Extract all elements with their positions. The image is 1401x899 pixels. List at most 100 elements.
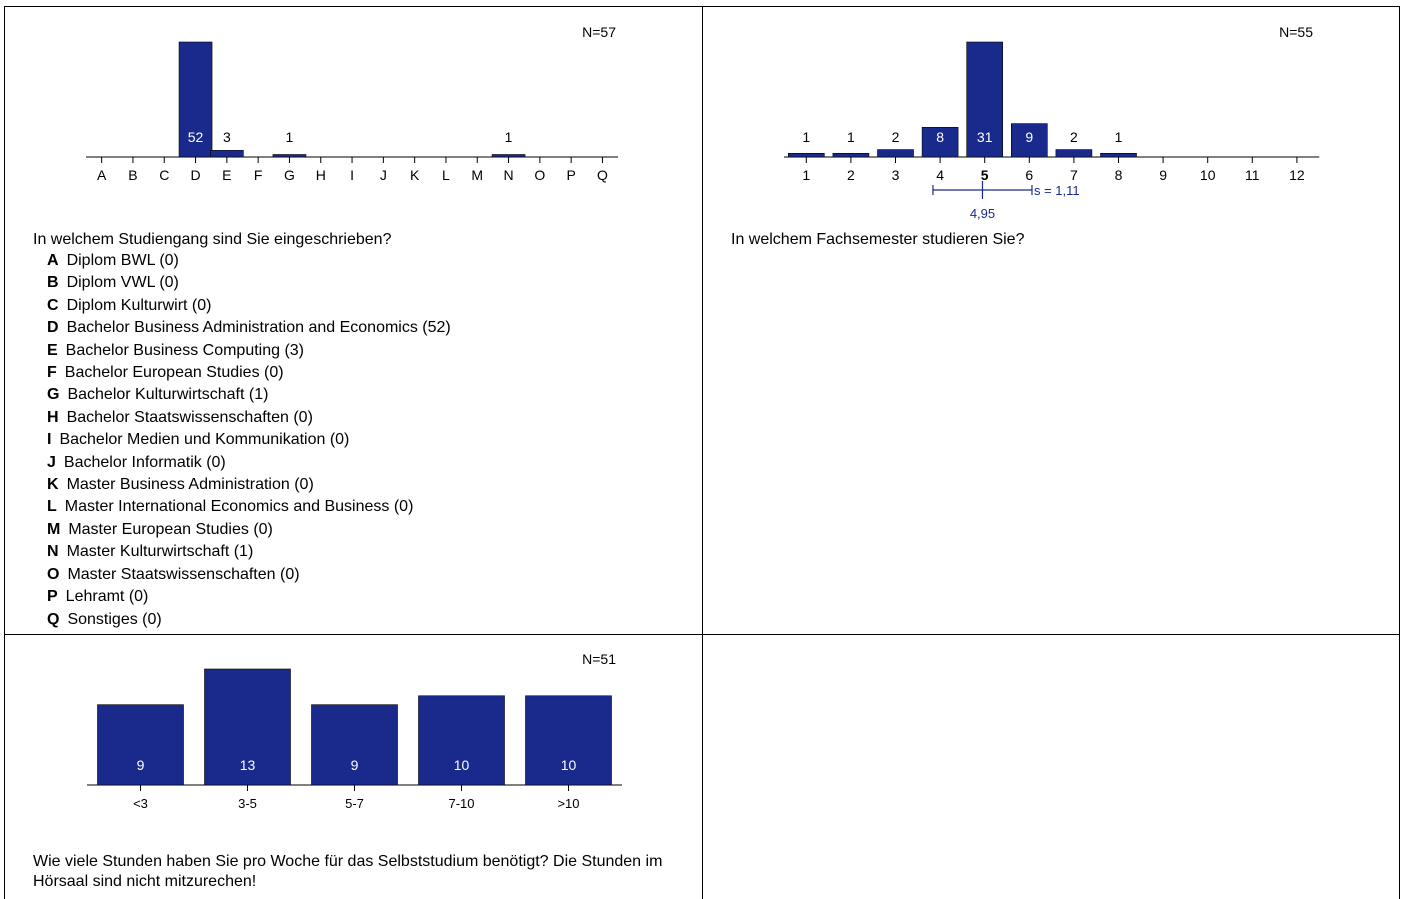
legend-key: N xyxy=(47,543,59,561)
legend-label: Master Kulturwirtschaft (1) xyxy=(66,543,254,561)
data-label: 9 xyxy=(137,757,145,773)
legend-label: Bachelor Informatik (0) xyxy=(63,453,226,471)
x-tick-label: 10 xyxy=(1200,167,1216,183)
x-tick-label: Q xyxy=(597,167,608,183)
legend-key: G xyxy=(47,386,60,404)
x-tick-label: E xyxy=(222,167,231,183)
x-tick-label: K xyxy=(410,167,420,183)
bar xyxy=(1100,152,1137,158)
legend-label: Bachelor European Studies (0) xyxy=(64,364,284,382)
legend-item: O Master Staatswissenschaften (0) xyxy=(47,564,451,586)
chart-studiengang: N=57 A B C D 52 E 3 F G 1 H I J K L M N 1 O P Q xyxy=(86,24,619,183)
legend-label: Lehramt (0) xyxy=(65,588,149,606)
legend-label: Master European Studies (0) xyxy=(68,520,273,538)
legend-item: M Master European Studies (0) xyxy=(47,519,451,541)
legend-item: E Bachelor Business Computing (3) xyxy=(47,340,451,362)
grid-center-divider xyxy=(702,6,703,899)
x-tick-label: 5 xyxy=(981,167,989,183)
data-label: 9 xyxy=(1025,129,1033,145)
legend-label: Bachelor Kulturwirtschaft (1) xyxy=(67,386,269,404)
legend-item: Q Sonstiges (0) xyxy=(47,609,451,631)
data-label: 10 xyxy=(454,757,470,773)
legend-item: K Master Business Administration (0) xyxy=(47,474,451,496)
question-text: In welchem Studiengang sind Sie eingesch… xyxy=(33,231,392,248)
data-label: 8 xyxy=(936,129,944,145)
bar xyxy=(788,152,825,158)
bar xyxy=(178,41,213,158)
x-tick-label: O xyxy=(534,167,545,183)
bar xyxy=(1010,123,1048,158)
bar xyxy=(311,704,398,786)
x-tick-label: H xyxy=(316,167,326,183)
legend-label: Bachelor Business Administration and Eco… xyxy=(66,319,451,337)
answer-legend: A Diplom BWL (0) B Diplom VWL (0) C Diplom Ku… xyxy=(47,250,451,631)
legend-item: D Bachelor Business Administration and Ec… xyxy=(47,317,451,339)
panel-selbststudium: N=51 <3 9 3-5 13 5-7 9 7-10 10 >10 10 Wie viele S… xyxy=(0,635,700,899)
x-tick-label: C xyxy=(159,167,169,183)
legend-label: Diplom VWL (0) xyxy=(66,274,179,292)
legend-key: K xyxy=(47,476,59,494)
legend-key: Q xyxy=(47,610,60,628)
legend-key: O xyxy=(47,565,60,583)
legend-key: L xyxy=(47,498,57,516)
data-label: 52 xyxy=(188,129,204,145)
x-tick-label: 11 xyxy=(1245,167,1260,183)
legend-item: B Diplom VWL (0) xyxy=(47,272,451,294)
n-label: N=57 xyxy=(582,24,616,40)
x-tick-label: D xyxy=(190,167,200,183)
bar xyxy=(272,154,307,158)
legend-label: Master Business Administration (0) xyxy=(66,476,314,494)
x-tick-label: B xyxy=(128,167,137,183)
chart-selbststudium: N=51 <3 9 3-5 13 5-7 9 7-10 10 >10 10 xyxy=(87,651,622,811)
x-tick-label: 5-7 xyxy=(345,796,364,811)
legend-label: Diplom Kulturwirt (0) xyxy=(66,296,212,314)
mean-label: 4,95 xyxy=(970,206,995,221)
x-tick-label: G xyxy=(284,167,295,183)
legend-key: A xyxy=(47,252,59,269)
x-tick-label: 4 xyxy=(936,167,944,183)
data-label: 9 xyxy=(351,757,359,773)
legend-key: D xyxy=(47,319,59,337)
legend-item: J Bachelor Informatik (0) xyxy=(47,452,451,474)
bar xyxy=(491,154,526,158)
x-tick-label: N xyxy=(503,167,513,183)
bar xyxy=(921,127,959,158)
legend-item: C Diplom Kulturwirt (0) xyxy=(47,295,451,317)
bar xyxy=(966,41,1004,158)
data-label: 1 xyxy=(286,129,294,145)
data-label: 2 xyxy=(1070,129,1078,145)
legend-item: H Bachelor Staatswissenschaften (0) xyxy=(47,407,451,429)
bar xyxy=(204,668,291,786)
x-tick-label: 1 xyxy=(802,167,810,183)
data-label: 3 xyxy=(223,129,231,145)
data-label: 31 xyxy=(977,129,993,145)
legend-key: M xyxy=(47,520,61,538)
legend-item: G Bachelor Kulturwirtschaft (1) xyxy=(47,384,451,406)
sd-label: s = 1,11 xyxy=(1034,183,1080,198)
panel-fachsemester: N=55 1 1 2 1 3 2 4 8 5 31 6 9 7 2 8 1 9 10 11 12 s = 1,11 4,9… xyxy=(703,0,1399,634)
legend-label: Sonstiges (0) xyxy=(67,610,162,628)
legend-key: J xyxy=(47,453,56,471)
legend-key: E xyxy=(47,341,58,359)
legend-label: Bachelor Staatswissenschaften (0) xyxy=(66,408,313,426)
panel-studiengang: N=57 A B C D 52 E 3 F G 1 H I J K L M N 1 O P Q In welchem S… xyxy=(0,0,700,634)
data-label: 10 xyxy=(561,757,577,773)
data-label: 1 xyxy=(802,129,810,145)
legend-label: Bachelor Medien und Kommunikation (0) xyxy=(59,431,350,449)
x-tick-label: P xyxy=(566,167,575,183)
bar xyxy=(1055,149,1093,158)
legend-label: Diplom BWL (0) xyxy=(66,252,179,269)
x-tick-label: 3 xyxy=(892,167,900,183)
legend-item: F Bachelor European Studies (0) xyxy=(47,362,451,384)
legend-label: Master International Economics and Busin… xyxy=(64,498,414,516)
x-tick-label: A xyxy=(97,167,107,183)
data-label: 2 xyxy=(892,129,900,145)
bar xyxy=(525,695,612,786)
data-label: 1 xyxy=(505,129,513,145)
x-tick-label: 8 xyxy=(1115,167,1123,183)
data-label: 1 xyxy=(1115,129,1123,145)
question-text: In welchem Fachsemester studieren Sie? xyxy=(731,231,1025,248)
legend-key: F xyxy=(47,364,57,382)
legend-key: B xyxy=(47,274,59,292)
